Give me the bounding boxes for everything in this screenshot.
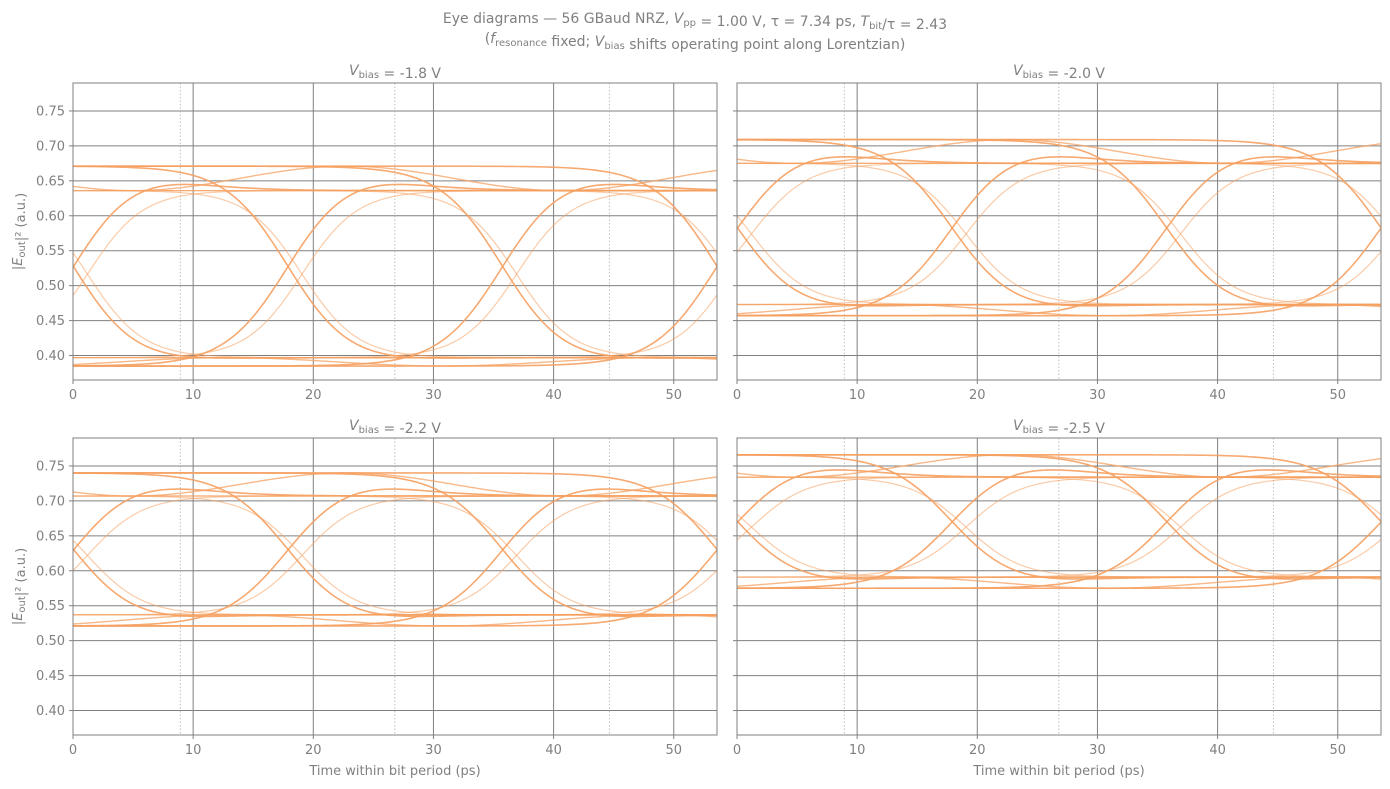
falling-edge-trace-alt: [737, 162, 1381, 217]
falling-edge-trace-alt: [737, 476, 1381, 578]
x-tick-label: 40: [1209, 388, 1226, 403]
low-drift-trace: [73, 614, 717, 627]
panel-title: Vbias = -2.5 V: [1013, 418, 1105, 437]
x-tick-label: 10: [185, 743, 202, 758]
panel-title: Vbias = -2.2 V: [349, 418, 441, 437]
y-tick-label: 0.65: [36, 529, 65, 544]
x-tick-label: 50: [665, 743, 682, 758]
eye-panel-3: 0 10 20 30 40 50 0.40 0.45 0.50 0.55 0.60 0.65 0.70 0…: [11, 418, 718, 779]
y-tick-label: 0.40: [36, 349, 65, 364]
falling-edge-trace-alt: [73, 190, 717, 359]
axes-frame: [736, 437, 1382, 736]
falling-edge-trace-alt: [737, 476, 1381, 578]
eye-traces: [73, 472, 717, 627]
x-tick-label: 10: [185, 388, 202, 403]
x-tick-label: 30: [1089, 388, 1106, 403]
eye-panel-2: 0 10 20 30 40 50 Vbias = -2.0 V: [733, 63, 1382, 403]
figure-subtitle: (fresonance fixed; Vbias shifts operatin…: [485, 31, 906, 53]
x-tick-label: 50: [665, 388, 682, 403]
x-tick-label: 30: [1089, 743, 1106, 758]
high-drift-trace: [73, 165, 717, 192]
rising-edge-trace-alt: [737, 162, 1381, 253]
x-tick-label: 40: [1209, 743, 1226, 758]
low-drift-trace: [737, 303, 1381, 317]
figure-title: Eye diagrams — 56 GBaud NRZ, Vpp = 1.00 …: [443, 11, 947, 33]
x-tick-label: 10: [849, 388, 866, 403]
eye-panel-4: 0 10 20 30 40 50 Vbias = -2.5 V Time within bit…: [733, 418, 1382, 779]
falling-edge-trace-alt: [737, 215, 1381, 306]
y-tick-label: 0.60: [36, 209, 65, 224]
y-tick-label: 0.40: [36, 704, 65, 719]
x-tick-label: 30: [425, 388, 442, 403]
x-tick-label: 40: [545, 743, 562, 758]
x-axis-label: Time within bit period (ps): [308, 764, 480, 779]
y-tick-label: 0.45: [36, 314, 65, 329]
y-tick-label: 0.70: [36, 494, 65, 509]
high-drift-trace: [737, 138, 1381, 165]
y-tick-label: 0.65: [36, 174, 65, 189]
x-tick-label: 0: [69, 388, 77, 403]
falling-edge-trace: [73, 472, 717, 550]
axes-frame: [736, 82, 1382, 381]
rising-edge-trace: [73, 266, 717, 367]
x-tick-label: 20: [969, 743, 986, 758]
y-axis-label: |Eout|² (a.u.): [11, 193, 29, 270]
eye-panel-1: 0 10 20 30 40 50 0.40 0.45 0.50 0.55 0.60 0.65 0.70 0…: [11, 63, 718, 403]
x-tick-label: 0: [733, 743, 741, 758]
low-drift-trace: [737, 576, 1381, 589]
panel-title: Vbias = -2.0 V: [1013, 63, 1105, 82]
rising-edge-trace-alt: [73, 294, 717, 359]
x-tick-label: 0: [733, 388, 741, 403]
eye-traces: [737, 453, 1381, 590]
y-axis-label: |Eout|² (a.u.): [11, 548, 29, 625]
falling-edge-trace-alt: [73, 495, 717, 616]
y-tick-label: 0.50: [36, 634, 65, 649]
y-tick-label: 0.60: [36, 564, 65, 579]
y-tick-label: 0.45: [36, 669, 65, 684]
x-tick-label: 0: [69, 743, 77, 758]
y-tick-label: 0.75: [36, 104, 65, 119]
rising-edge-trace-alt: [737, 539, 1381, 578]
rising-edge-trace: [73, 549, 717, 627]
x-tick-label: 50: [1329, 743, 1346, 758]
x-tick-label: 20: [305, 743, 322, 758]
rising-edge-trace-alt: [73, 190, 717, 359]
low-drift-trace: [73, 356, 717, 367]
rising-edge-trace-alt: [73, 569, 717, 616]
x-tick-label: 10: [849, 743, 866, 758]
falling-edge-trace-alt: [737, 476, 1381, 516]
x-tick-label: 30: [425, 743, 442, 758]
rising-edge-trace-alt: [73, 495, 717, 616]
high-drift-trace: [73, 472, 717, 497]
x-tick-label: 20: [969, 388, 986, 403]
y-tick-label: 0.50: [36, 279, 65, 294]
rising-edge-trace: [737, 521, 1381, 590]
rising-edge-trace-alt: [737, 476, 1381, 578]
falling-edge-trace: [73, 165, 717, 267]
axes-frame: [72, 437, 718, 736]
x-tick-label: 40: [545, 388, 562, 403]
eye-traces: [73, 165, 717, 367]
falling-edge-trace: [737, 453, 1381, 522]
rising-edge-trace-alt: [737, 162, 1381, 306]
rising-edge-trace-alt: [737, 476, 1381, 578]
rising-edge-trace: [737, 227, 1381, 317]
y-tick-label: 0.55: [36, 244, 65, 259]
x-tick-label: 20: [305, 388, 322, 403]
y-tick-label: 0.75: [36, 459, 65, 474]
y-tick-label: 0.55: [36, 599, 65, 614]
falling-edge-trace-alt: [73, 190, 717, 254]
rising-edge-trace-alt: [737, 251, 1381, 306]
y-tick-label: 0.70: [36, 139, 65, 154]
axes-frame: [72, 82, 718, 381]
eye-traces: [737, 138, 1381, 317]
falling-edge-trace: [737, 138, 1381, 229]
x-tick-label: 50: [1329, 388, 1346, 403]
high-drift-trace: [737, 454, 1381, 478]
falling-edge-trace-alt: [73, 495, 717, 542]
panel-title: Vbias = -1.8 V: [349, 63, 441, 82]
x-axis-label: Time within bit period (ps): [972, 764, 1144, 779]
